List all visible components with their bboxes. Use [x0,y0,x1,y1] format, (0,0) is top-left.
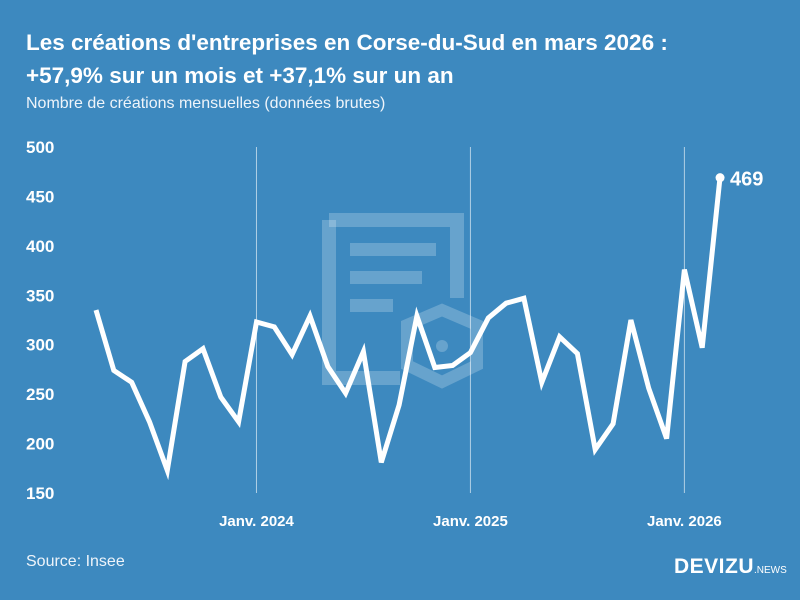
y-tick-label: 300 [26,336,54,355]
last-point-marker [715,173,725,183]
title-line-2: +57,9% sur un mois et +37,1% sur un an [26,63,454,88]
logo-main: DEVIZU [674,555,755,578]
chart-title: Les créations d'entreprises en Corse-du-… [26,26,786,92]
source-note: Source: Insee [26,553,125,570]
devizu-logo: DEVIZU.NEWS [674,555,787,579]
x-tick-label: Janv. 2026 [647,513,722,530]
x-tick-label: Janv. 2024 [219,513,294,530]
y-tick-label: 400 [26,237,54,256]
watermark-icon [322,213,464,385]
y-tick-label: 200 [26,435,54,454]
y-tick-label: 500 [26,138,54,157]
chart-subtitle: Nombre de créations mensuelles (données … [26,95,386,112]
watermark-lines [350,243,483,389]
y-tick-label: 350 [26,286,54,305]
y-tick-label: 150 [26,484,54,503]
last-value-label: 469 [730,169,763,191]
y-tick-label: 250 [26,385,54,404]
x-tick-label: Janv. 2025 [433,513,508,530]
logo-suffix: .NEWS [754,565,787,576]
series-line [93,177,723,481]
y-tick-label: 450 [26,187,54,206]
title-line-1: Les créations d'entreprises en Corse-du-… [26,30,668,55]
